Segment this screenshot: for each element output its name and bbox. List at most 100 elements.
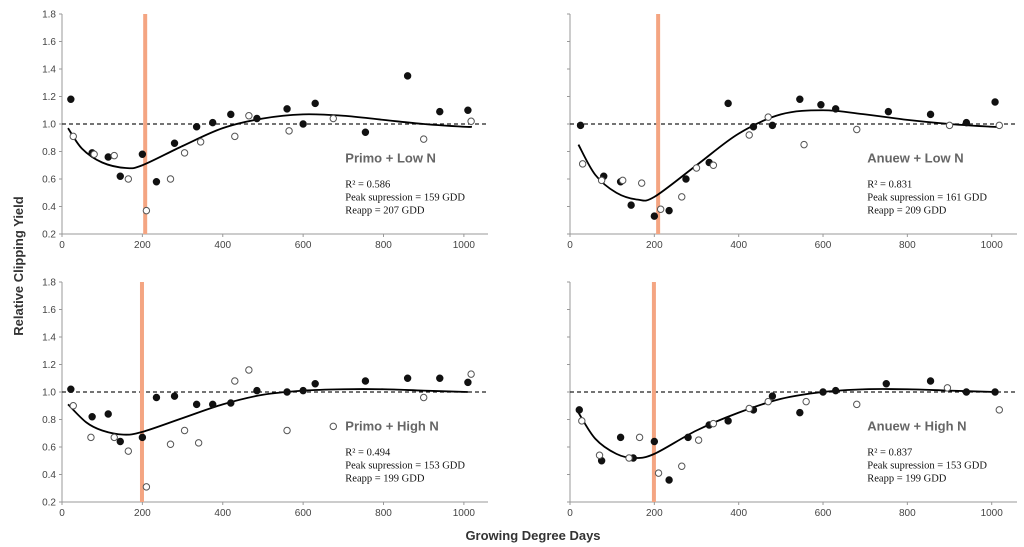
data-point-filled xyxy=(227,110,235,119)
y-tick-label: 0.4 xyxy=(42,202,56,213)
x-tick-label: 1000 xyxy=(981,508,1004,519)
data-point-open xyxy=(635,433,644,442)
panel-stat: Peak supression = 153 GDD xyxy=(345,461,465,472)
data-point-open xyxy=(995,121,1003,130)
data-point-open xyxy=(595,451,604,459)
data-point-filled xyxy=(576,121,585,130)
chart-panel-1: 0.2 0.4 0.6 0.8 1.0 1.2 1.4 1.6 1.8 0 200 400 600 800… xyxy=(42,10,488,251)
data-point-open xyxy=(692,164,701,172)
x-tick-label: 600 xyxy=(295,508,312,519)
x-tick-label: 800 xyxy=(375,508,392,519)
x-tick-label: 200 xyxy=(646,240,663,251)
y-tick-label: 1.6 xyxy=(42,305,56,316)
data-point-filled xyxy=(104,410,112,418)
x-tick-label: 1000 xyxy=(453,240,476,251)
panel-stat: Peak supression = 159 GDD xyxy=(345,193,465,204)
data-point-filled xyxy=(831,105,840,113)
data-point-open xyxy=(625,454,633,462)
data-point-filled xyxy=(749,123,758,131)
y-tick-label: 1.0 xyxy=(42,120,56,131)
x-axis-label: Growing Degree Days xyxy=(465,528,600,543)
data-point-filled xyxy=(192,123,201,131)
data-point-open xyxy=(124,447,133,455)
x-tick-label: 800 xyxy=(375,240,392,251)
data-point-filled xyxy=(819,388,827,396)
panel-stat: Reapp = 199 GDD xyxy=(345,474,425,485)
x-tick-label: 800 xyxy=(899,508,916,519)
data-point-filled xyxy=(170,139,179,147)
y-tick-label: 0.8 xyxy=(42,147,56,158)
fit-curve xyxy=(67,388,468,436)
data-point-open xyxy=(853,125,861,134)
fit-curve xyxy=(67,113,472,170)
data-point-open xyxy=(110,433,118,442)
data-point-open xyxy=(194,439,203,447)
panel-stat: Reapp = 209 GDD xyxy=(867,206,947,217)
data-point-filled xyxy=(436,107,444,116)
data-point-filled xyxy=(138,150,147,158)
y-tick-label: 1.6 xyxy=(42,37,56,48)
x-tick-label: 1000 xyxy=(981,240,1004,251)
data-point-filled xyxy=(464,378,472,387)
data-point-open xyxy=(597,176,606,185)
y-tick-label: 0.6 xyxy=(42,175,56,186)
data-point-filled xyxy=(926,377,935,385)
data-point-filled xyxy=(962,118,971,127)
data-point-open xyxy=(943,384,952,392)
data-point-open xyxy=(694,436,703,444)
x-tick-label: 0 xyxy=(59,240,65,251)
x-tick-label: 400 xyxy=(730,240,747,251)
data-point-open xyxy=(800,140,808,149)
data-point-open xyxy=(329,422,337,431)
panel-stat: R² = 0.837 xyxy=(867,448,912,459)
x-tick-label: 0 xyxy=(567,508,573,519)
data-point-filled xyxy=(170,392,179,400)
x-tick-label: 200 xyxy=(134,240,151,251)
data-point-open xyxy=(69,402,77,410)
panel-stat: R² = 0.586 xyxy=(345,180,390,191)
data-point-filled xyxy=(227,399,235,407)
data-point-filled xyxy=(650,437,659,446)
y-tick-label: 1.0 xyxy=(42,388,56,399)
data-point-open xyxy=(231,377,239,385)
data-point-filled xyxy=(436,374,444,382)
data-point-filled xyxy=(361,377,370,385)
data-point-filled xyxy=(926,110,935,119)
panel-title: Primo + Low N xyxy=(345,151,436,166)
data-point-filled xyxy=(403,374,412,382)
data-point-open xyxy=(678,462,686,470)
data-point-filled xyxy=(116,172,124,180)
panel-stat: Reapp = 199 GDD xyxy=(867,474,947,485)
data-point-open xyxy=(764,397,772,406)
data-point-open xyxy=(637,179,646,187)
y-tick-label: 1.2 xyxy=(42,360,56,371)
x-tick-label: 0 xyxy=(567,240,573,251)
data-point-filled xyxy=(616,433,625,442)
data-point-open xyxy=(995,406,1003,414)
data-point-filled xyxy=(311,99,319,108)
data-point-open xyxy=(656,205,665,213)
data-point-filled xyxy=(650,212,659,220)
data-point-open xyxy=(467,117,475,125)
data-point-filled xyxy=(991,388,999,396)
chart-panel-2: 0 200 400 600 800 1000 Anuew + Low N R² = 0.831… xyxy=(567,13,1017,251)
data-point-filled xyxy=(831,386,840,395)
data-point-filled xyxy=(882,380,890,388)
data-point-filled xyxy=(665,206,673,215)
data-point-open xyxy=(578,417,586,425)
fit-curve xyxy=(577,109,1001,202)
data-point-open xyxy=(166,175,175,183)
data-point-filled xyxy=(152,178,161,186)
panel-stat: Peak supression = 153 GDD xyxy=(867,461,987,472)
data-point-filled xyxy=(253,114,261,123)
panel-stat: Peak supression = 161 GDD xyxy=(867,193,987,204)
y-tick-label: 0.8 xyxy=(42,415,56,426)
panel-stat: R² = 0.494 xyxy=(345,448,391,459)
data-point-filled xyxy=(884,107,893,116)
data-point-filled xyxy=(209,400,217,409)
chart-panels: 0.2 0.4 0.6 0.8 1.0 1.2 1.4 1.6 1.8 0 200 400 600 800… xyxy=(42,10,1017,519)
panel-stat: R² = 0.831 xyxy=(867,180,912,191)
data-point-open xyxy=(245,366,253,374)
data-point-open xyxy=(245,112,253,120)
